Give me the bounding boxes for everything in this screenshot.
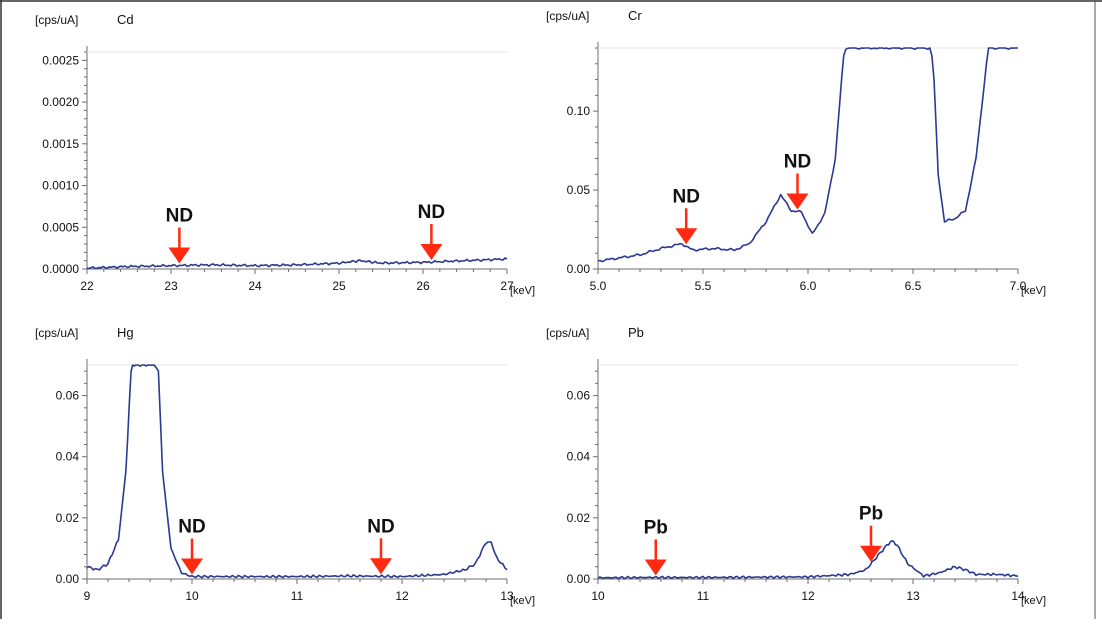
panel-cd-y-tick-label: 0.0010 — [42, 179, 79, 193]
panel-cd-unit-label: [cps/uA] — [35, 13, 78, 27]
panel-pb-x-unit-label: [keV] — [1021, 595, 1046, 607]
panel-hg-x-tick-label: 12 — [395, 589, 409, 603]
panel-cr-annotation-arrow-head-0 — [675, 228, 698, 245]
panel-cd-x-tick-label: 22 — [80, 279, 94, 293]
panel-hg-spectrum-line-0 — [86, 364, 508, 579]
panel-cd-y-tick-label: 0.0025 — [42, 53, 79, 67]
panel-cr-annotation-label-1: ND — [784, 152, 811, 173]
panel-pb-element-label: Pb — [628, 325, 644, 340]
panel-cd-y-tick-label: 0.0000 — [42, 262, 79, 276]
panel-hg-annotation-arrow-head-1 — [370, 558, 392, 575]
panel-pb-annotation-label-1: Pb — [859, 504, 883, 525]
panel-cr-y-tick-label: 0.05 — [567, 183, 591, 197]
panel-cd-x-tick-label: 23 — [164, 279, 178, 293]
panel-hg-element-label: Hg — [117, 325, 134, 340]
panel-pb-y-tick-label: 0.04 — [567, 450, 591, 464]
panel-cr-annotation-arrow-head-1 — [786, 193, 809, 210]
panel-pb-annotation-arrow-head-1 — [860, 545, 882, 562]
panel-pb-x-tick-label: 13 — [906, 589, 920, 603]
panel-cd-x-tick-label: 25 — [332, 279, 346, 293]
panel-cr-unit-label: [cps/uA] — [546, 9, 589, 23]
panel-cd-annotation-label-1: ND — [418, 202, 445, 223]
panel-cr-x-tick-label: 7.0 — [1010, 279, 1027, 293]
panel-cr-x-unit-label: [keV] — [1021, 285, 1046, 297]
panel-cr-x-tick-label: 5.5 — [695, 279, 712, 293]
panel-pb-annotation-arrow-head-0 — [644, 559, 667, 576]
panel-pb-spectrum-line-0 — [597, 539, 1019, 580]
panel-cd-x-tick-label: 26 — [416, 279, 430, 293]
panel-hg-x-tick-label: 11 — [291, 589, 304, 603]
panel-cd-x-tick-label: 24 — [248, 279, 262, 293]
panel-hg-y-tick-label: 0.06 — [56, 389, 80, 403]
panel-hg-x-tick-label: 13 — [500, 589, 514, 603]
panel-hg-y-tick-label: 0.00 — [56, 572, 80, 586]
panel-pb-unit-label: [cps/uA] — [546, 326, 589, 340]
panel-cd-y-tick-label: 0.0005 — [42, 220, 79, 234]
panel-hg-annotation-label-0: ND — [178, 517, 205, 538]
panel-pb-annotation-label-0: Pb — [644, 517, 668, 538]
panel-pb-y-tick-label: 0.06 — [567, 389, 591, 403]
panel-pb-x-tick-label: 11 — [697, 589, 710, 603]
panel-pb-y-tick-label: 0.00 — [567, 572, 591, 586]
panel-hg-x-unit-label: [keV] — [510, 595, 535, 607]
panel-cd-x-unit-label: [keV] — [510, 285, 535, 297]
panel-hg-x-tick-label: 9 — [84, 589, 91, 603]
panel-cr-spectrum-line-0 — [597, 47, 1018, 263]
panel-cr-x-tick-label: 5.0 — [590, 279, 607, 293]
panel-cd-element-label: Cd — [117, 12, 134, 27]
panel-hg-annotation-arrow-head-0 — [181, 558, 203, 575]
panel-cr-element-label: Cr — [628, 8, 642, 23]
panel-cr-annotation-label-0: ND — [672, 186, 699, 207]
panel-cd-y-tick-label: 0.0015 — [42, 137, 79, 151]
panel-cr-y-tick-label: 0.00 — [567, 262, 591, 276]
panel-cd-spectrum-line-0 — [86, 257, 508, 270]
panel-hg-y-tick-label: 0.04 — [56, 450, 80, 464]
panel-cd-x-tick-label: 27 — [500, 279, 514, 293]
panel-pb-x-tick-label: 10 — [591, 589, 605, 603]
panel-cd-annotation-arrow-head-1 — [420, 243, 443, 260]
panel-hg-x-tick-label: 10 — [185, 589, 199, 603]
panel-hg-y-tick-label: 0.02 — [56, 511, 80, 525]
panel-pb-y-tick-label: 0.02 — [567, 511, 591, 525]
panel-hg-annotation-label-1: ND — [367, 516, 394, 537]
panel-pb-x-tick-label: 14 — [1011, 589, 1025, 603]
panel-hg-unit-label: [cps/uA] — [35, 326, 78, 340]
panel-pb-x-tick-label: 12 — [801, 589, 815, 603]
panel-cr-y-tick-label: 0.10 — [567, 104, 591, 118]
panel-cr-x-tick-label: 6.5 — [905, 279, 922, 293]
panel-cd-annotation-arrow-head-0 — [168, 247, 191, 264]
panel-cd-annotation-label-0: ND — [166, 205, 193, 226]
panel-cd-y-tick-label: 0.0020 — [42, 95, 79, 109]
panel-cr-x-tick-label: 6.0 — [800, 279, 817, 293]
